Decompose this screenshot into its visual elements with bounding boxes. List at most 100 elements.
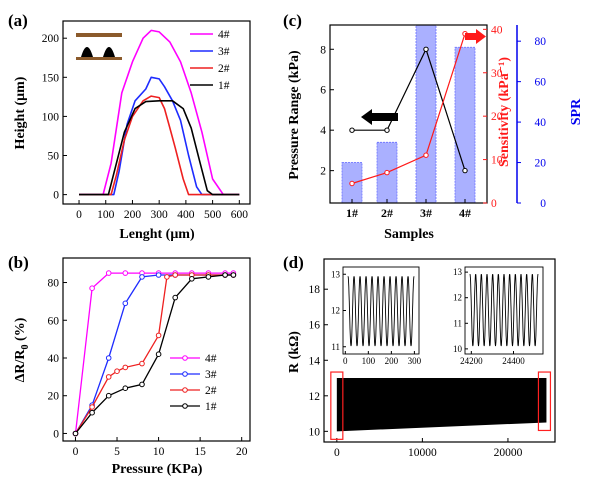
x-tick-label: 1# xyxy=(346,206,358,220)
axes-frame-b xyxy=(62,257,251,442)
inset-y-tick-label: 11 xyxy=(453,318,462,328)
panel-label-a: (a) xyxy=(8,11,28,30)
x-tick-label: 3# xyxy=(420,206,432,220)
data-point xyxy=(122,364,129,371)
legend-label: 1# xyxy=(205,401,217,413)
legend-marker xyxy=(182,355,188,361)
schematic-icon xyxy=(76,33,122,60)
data-point xyxy=(105,392,112,399)
data-point xyxy=(105,355,112,361)
panel-a: (a) 0 100 200 300 400 500 600 0 50 100 150 200 4# 3#… xyxy=(8,11,251,242)
inset-y-tick-label: 12 xyxy=(453,293,462,303)
sensitivity-point xyxy=(423,152,429,158)
cycling-signal-band xyxy=(336,378,547,432)
y-tick-label: 16 xyxy=(309,320,321,332)
y-tick-label: 0 xyxy=(53,190,59,202)
series-group-a xyxy=(79,29,240,196)
data-point xyxy=(139,274,145,280)
y-tick-label: 20 xyxy=(48,391,60,403)
y-tick-label: 40 xyxy=(48,353,60,365)
data-point xyxy=(205,274,212,280)
y-tick-label: 150 xyxy=(42,72,60,84)
y1-tick-label: 2 xyxy=(320,166,326,178)
legend-a: 4# 3# 2# 1# xyxy=(190,29,230,92)
series-line xyxy=(79,76,240,196)
x-tick-label: 10 xyxy=(153,446,165,458)
panel-b: (b) 0 5 10 15 20 0 20 40 60 80 4# 3# 2# 1# ΔR/R0 (%)… xyxy=(8,253,251,477)
inset-signal-line xyxy=(469,273,539,347)
legend-label: 4# xyxy=(205,353,217,365)
data-point xyxy=(105,374,112,380)
y-tick-label: 60 xyxy=(48,315,60,327)
sensitivity-point xyxy=(384,169,390,176)
x-tick-label: 0 xyxy=(73,446,79,458)
legend-label: 2# xyxy=(218,63,230,75)
inset-y-tick-label: 12 xyxy=(331,306,340,316)
x-tick-label: 2# xyxy=(381,206,393,220)
y-tick-label: 12 xyxy=(309,391,321,403)
series-group-c xyxy=(349,31,468,187)
y2-tick-label: 10 xyxy=(491,155,503,167)
data-point xyxy=(122,385,129,392)
y-tick-label: 18 xyxy=(309,284,321,296)
x-tick-label: 200 xyxy=(124,209,142,221)
panel-label-b: (b) xyxy=(8,253,29,272)
x-tick-label: 10000 xyxy=(408,447,437,459)
series-line xyxy=(79,29,240,196)
y1-tick-label: 8 xyxy=(320,44,326,56)
legend-label: 3# xyxy=(218,46,230,58)
legend-marker xyxy=(182,387,188,393)
legend-label: 4# xyxy=(218,29,230,41)
y-tick-label: 0 xyxy=(53,428,59,440)
inset-y-tick-label: 13 xyxy=(331,269,341,279)
data-point xyxy=(172,272,178,278)
spr-bar xyxy=(454,46,476,204)
data-point xyxy=(89,404,95,410)
x-tick-label: 0 xyxy=(334,447,340,459)
x-tick-label: 5 xyxy=(114,446,120,458)
pressure-range-point xyxy=(384,127,390,133)
panel-label-c: (c) xyxy=(283,11,302,30)
x-tick-label: 600 xyxy=(231,209,249,221)
y-tick-label: 14 xyxy=(309,355,321,367)
x-tick-label: 100 xyxy=(97,209,115,221)
legend-label: 1# xyxy=(218,80,230,92)
inset-x-tick-label: 0 xyxy=(343,356,348,366)
legend-label: 3# xyxy=(205,369,217,381)
data-point xyxy=(72,430,79,437)
legend-label: 2# xyxy=(205,385,217,397)
data-point xyxy=(230,272,237,278)
panel-label-d: (d) xyxy=(283,253,304,272)
legend-b: 4# 3# 2# 1# xyxy=(170,353,217,413)
axes-frame-a xyxy=(62,20,251,205)
y2-tick-label: 20 xyxy=(491,111,503,123)
data-point xyxy=(89,409,95,416)
data-point xyxy=(189,276,195,282)
x-tick-label: 300 xyxy=(151,209,169,221)
axes-ticks-a: 0 100 200 300 400 500 600 0 50 100 150 200 xyxy=(42,33,248,221)
y-tick-label: 10 xyxy=(309,426,321,438)
inset-signal-line xyxy=(347,276,415,347)
arrow-right-icon xyxy=(465,29,486,44)
arrow-left-icon xyxy=(361,109,398,125)
series-group-d xyxy=(330,371,552,440)
y2-tick-label: 40 xyxy=(491,24,503,36)
y2-tick-label: 30 xyxy=(491,68,503,80)
ylabel-d: R (kΩ) xyxy=(287,331,302,373)
x-tick-label: 500 xyxy=(204,209,222,221)
y1-tick-label: 4 xyxy=(320,125,326,137)
pressure-range-line xyxy=(352,47,466,171)
inset-y-tick-label: 10 xyxy=(453,344,463,354)
data-point xyxy=(122,270,129,276)
inset-x-tick-label: 24200 xyxy=(460,356,483,366)
x-tick-label: 0 xyxy=(76,209,82,221)
sensitivity-line xyxy=(351,33,466,185)
y3-tick-label: 20 xyxy=(535,158,547,170)
ylabel-b: ΔR/R0 (%) xyxy=(13,317,31,382)
data-point xyxy=(155,351,162,358)
series-line xyxy=(79,100,240,196)
pressure-range-point xyxy=(349,127,355,133)
xlabel-c: Samples xyxy=(384,227,434,242)
